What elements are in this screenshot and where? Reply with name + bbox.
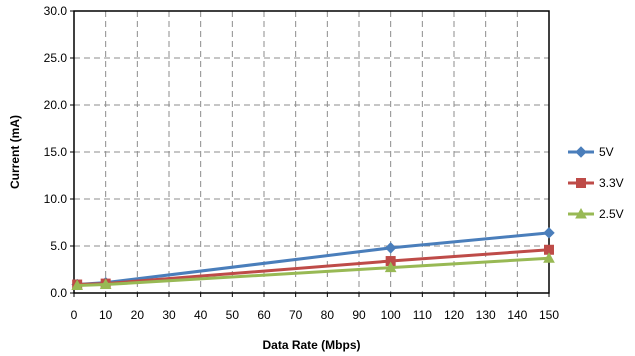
x-axis-ticks: 0 10 20 30 40 50 60 70 80 90 100 110 120 130 140 150 [71,293,559,322]
y-axis-ticks: 0.0 5.0 10.0 15.0 20.0 25.0 30.0 [44,4,74,300]
legend-item: 2.5V [568,207,624,221]
y-tick-label: 30.0 [44,4,68,18]
x-tick-label: 120 [444,308,464,322]
series-line [77,231,550,287]
x-tick-label: 60 [257,308,271,322]
x-tick-label: 140 [507,308,527,322]
legend-label: 5V [599,145,614,159]
x-tick-label: 30 [162,308,176,322]
data-point [384,242,397,254]
x-tick-label: 90 [352,308,366,322]
x-tick-label: 70 [289,308,303,322]
y-tick-label: 0.0 [50,286,67,300]
legend-marker [576,178,586,188]
x-tick-label: 50 [226,308,240,322]
legend-marker [575,207,587,219]
x-tick-label: 100 [381,308,401,322]
legend-marker [575,146,587,158]
data-point [543,252,555,263]
legend-label: 3.3V [599,176,624,190]
series-line [77,256,550,287]
data-point [99,278,112,290]
y-tick-label: 25.0 [44,51,68,65]
x-tick-label: 10 [99,308,113,322]
x-tick-label: 20 [131,308,145,322]
x-tick-label: 110 [413,308,432,322]
x-axis-title: Data Rate (Mbps) [262,338,360,352]
series-line [77,248,550,287]
data-point [71,279,84,290]
y-tick-label: 5.0 [50,239,67,253]
series-layer [71,227,555,291]
x-tick-label: 80 [321,308,335,322]
x-tick-label: 0 [71,308,78,322]
grid-lines [74,11,549,293]
data-point [384,261,397,273]
y-tick-label: 15.0 [44,145,68,159]
data-point [543,227,555,239]
x-tick-label: 130 [476,308,496,322]
y-tick-label: 10.0 [44,192,68,206]
legend-item: 5V [568,145,614,159]
x-tick-label: 40 [194,308,208,322]
legend-label: 2.5V [599,207,624,221]
x-tick-label: 150 [539,308,559,322]
y-tick-label: 20.0 [44,98,68,112]
legend-item: 3.3V [568,176,624,190]
y-axis-title: Current (mA) [8,115,22,189]
legend: 5V 3.3V 2.5V [568,145,624,221]
series-25v [71,252,555,290]
